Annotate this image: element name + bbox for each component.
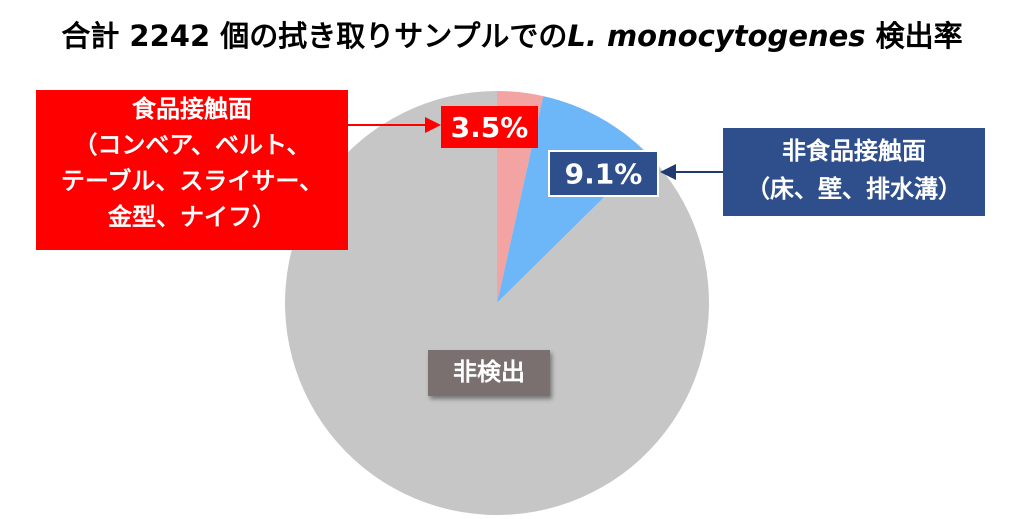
title-part: 合計 2242 個の拭き取りサンプルでの: [61, 19, 567, 53]
category-note: テーブル、スライサー、: [61, 167, 323, 195]
value-label-box: [548, 150, 659, 197]
category-box: [723, 128, 985, 216]
category-label: 食品接触面: [132, 95, 252, 123]
category-note: 金型、ナイフ）: [107, 203, 276, 231]
labels: 食品接触面 （コンベア、ベルト、テーブル、スライサー、金型、ナイフ） 非食品接触面 （…: [36, 90, 985, 396]
category-box: [428, 350, 550, 396]
title-part: 検出率: [866, 19, 963, 53]
category-note: （コンベア、ベルト、: [73, 131, 310, 159]
chart-title: 合計 2242 個の拭き取りサンプルでのL. monocytogenes 検出率: [61, 19, 962, 53]
category-note: （床、壁、排水溝）: [746, 175, 962, 203]
pie-slice: [285, 91, 709, 515]
value-label-box: [441, 106, 538, 148]
category-label: 非検出: [453, 358, 525, 386]
value-label: 9.1%: [565, 158, 643, 191]
category-box: [36, 90, 348, 250]
value-label: 3.5%: [451, 111, 529, 144]
category-label: 非食品接触面: [782, 137, 926, 165]
title-part: L. monocytogenes: [567, 19, 865, 53]
